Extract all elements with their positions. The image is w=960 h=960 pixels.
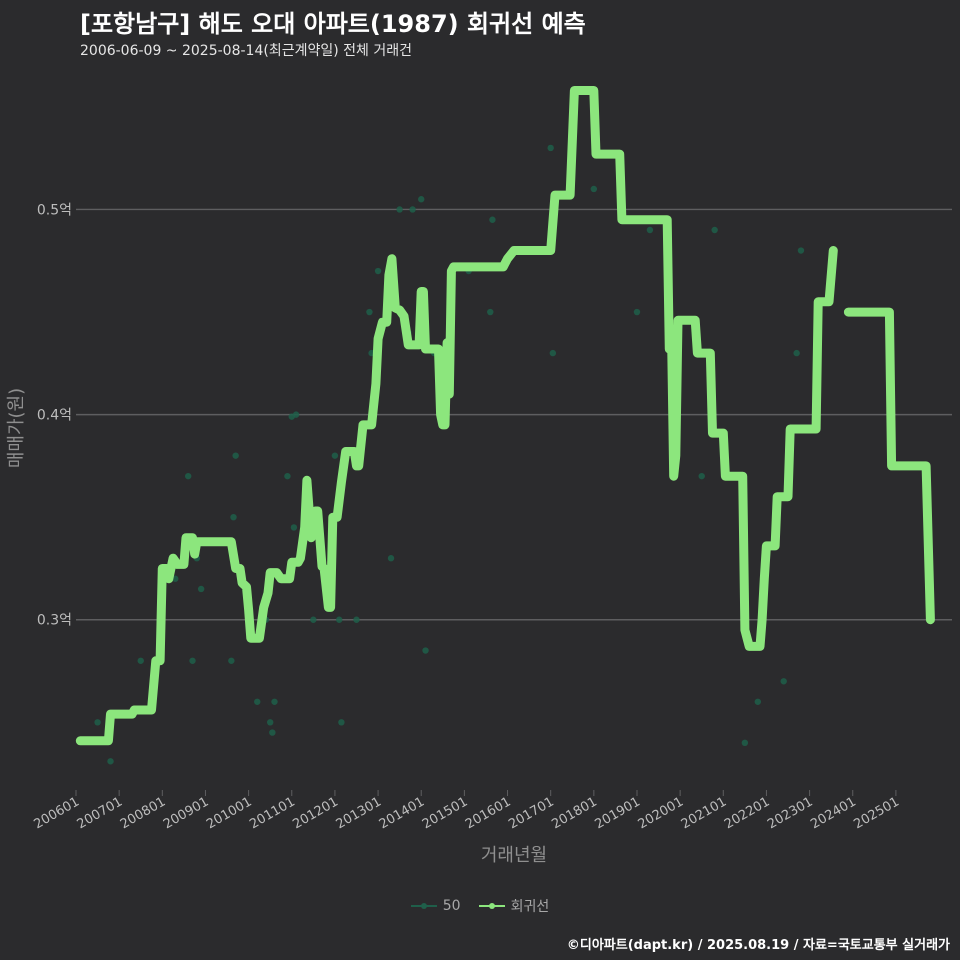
scatter-point [396, 206, 403, 213]
scatter-point [107, 758, 114, 765]
x-tick-label: 201801 [549, 794, 599, 832]
x-tick-label: 202301 [765, 794, 815, 832]
scatter-point [754, 698, 762, 705]
source-caption: ©디아파트(dapt.kr) / 2025.08.19 / 자료=국토교통부 실… [566, 938, 950, 953]
legend-key-trend [478, 903, 505, 909]
x-tick-label: 201001 [204, 794, 254, 832]
x-tick-label: 201201 [290, 794, 340, 832]
scatter-point [336, 616, 343, 623]
x-tick-label: 202501 [851, 794, 901, 832]
scatter-point [292, 411, 300, 418]
scatter-point [232, 452, 239, 459]
x-tick-label: 200801 [118, 794, 168, 832]
scatter-point [646, 226, 654, 234]
chart-subtitle: 2006-06-09 ~ 2025-08-14(최근계약일) 전체 거래건 [80, 43, 412, 59]
x-tick-label: 202101 [679, 794, 729, 832]
scatter-point [254, 698, 261, 705]
scatter-point [228, 657, 235, 664]
regression-line-segment [75, 86, 838, 746]
scatter-point [418, 196, 425, 203]
regression-line-segment [843, 307, 935, 625]
legend-item-trend: 회귀선 [478, 896, 550, 916]
legend-key-points [410, 903, 437, 909]
x-tick-label: 200601 [32, 794, 82, 832]
scatter-point [290, 524, 298, 531]
x-tick-label: 202001 [636, 794, 686, 832]
scatter-point [780, 678, 787, 685]
scatter-point [271, 698, 278, 705]
x-tick-label: 201701 [506, 794, 556, 832]
x-tick-label: 200701 [75, 794, 125, 832]
x-tick-label: 201601 [463, 794, 513, 832]
scatter-point [366, 308, 373, 316]
scatter-point [409, 206, 416, 213]
y-axis-title: 매매가(원) [6, 388, 27, 468]
scatter-point [387, 555, 395, 562]
x-tick-label: 201301 [334, 794, 384, 832]
scatter-point [284, 472, 291, 480]
x-tick-label: 202401 [808, 794, 858, 832]
scatter-point [184, 472, 192, 480]
scatter-point [269, 729, 276, 736]
x-tick-label: 202201 [722, 794, 772, 832]
scatter-point [698, 472, 705, 480]
scatter-point [711, 226, 718, 234]
y-tick-label: 0.5억 [37, 202, 72, 218]
x-axis-ticks: 2006012007012008012009012010012011012012… [32, 790, 902, 832]
scatter-point [197, 585, 205, 593]
scatter-point [797, 247, 805, 254]
scatter-point [310, 616, 317, 623]
y-tick-label: 0.4억 [37, 408, 72, 424]
scatter-point [353, 616, 360, 623]
scatter-point [547, 144, 554, 152]
scatter-point [331, 452, 339, 459]
scatter-point [549, 349, 557, 357]
scatter-point [338, 719, 345, 726]
scatter-point [230, 513, 237, 521]
x-axis-title: 거래년월 [481, 845, 547, 866]
x-tick-label: 200901 [161, 794, 211, 832]
x-tick-label: 201901 [592, 794, 642, 832]
scatter-point [374, 267, 382, 275]
legend-label-points: 50 [442, 898, 461, 914]
scatter-point [266, 719, 274, 726]
scatter-point [590, 185, 598, 193]
scatter-point [422, 647, 429, 654]
y-tick-label: 0.3억 [37, 613, 72, 629]
gridlines [76, 208, 952, 621]
y-axis-ticks: 0.3억 0.4억 0.5억 [37, 202, 72, 628]
chart-title: [포항남구] 해도 오대 아파트(1987) 회귀선 예측 [80, 10, 586, 38]
x-tick-label: 201401 [377, 794, 427, 832]
scatter-point [633, 308, 641, 316]
scatter-point [741, 739, 749, 747]
x-tick-label: 201501 [420, 794, 470, 832]
scatter-point [94, 719, 101, 726]
scatter-point [137, 657, 144, 664]
regression-line [75, 86, 935, 746]
x-tick-label: 201101 [247, 794, 297, 832]
scatter-point [487, 308, 494, 316]
scatter-point [489, 216, 496, 223]
scatter-points [81, 144, 805, 765]
scatter-point [189, 657, 196, 664]
legend-label-trend: 회귀선 [510, 899, 550, 915]
legend-item-points: 50 [410, 898, 461, 914]
scatter-point [793, 349, 800, 357]
legend: 50 회귀선 [0, 896, 960, 916]
